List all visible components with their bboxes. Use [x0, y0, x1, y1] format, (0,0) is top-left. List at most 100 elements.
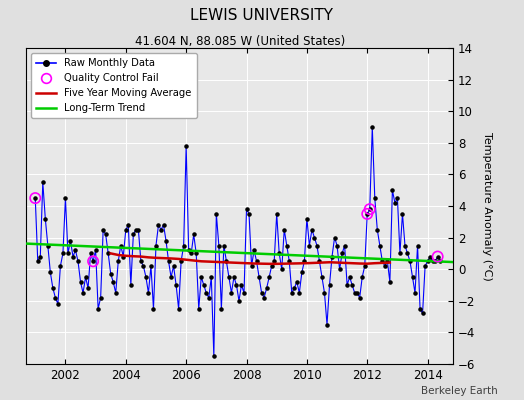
Point	[338, 250, 346, 257]
Point	[104, 250, 112, 257]
Point	[429, 258, 437, 264]
Point	[333, 242, 341, 249]
Point	[267, 263, 276, 269]
Point	[235, 298, 243, 304]
Point	[84, 285, 92, 291]
Point	[204, 294, 213, 301]
Point	[99, 226, 107, 233]
Point	[49, 285, 57, 291]
Point	[401, 242, 409, 249]
Point	[351, 290, 359, 296]
Point	[433, 253, 442, 260]
Point	[278, 266, 286, 272]
Point	[358, 274, 366, 280]
Point	[86, 250, 95, 257]
Point	[421, 263, 429, 269]
Point	[230, 274, 238, 280]
Point	[81, 274, 90, 280]
Point	[288, 290, 296, 296]
Point	[192, 250, 200, 257]
Point	[89, 258, 97, 264]
Point	[41, 216, 49, 222]
Legend: Raw Monthly Data, Quality Control Fail, Five Year Moving Average, Long-Term Tren: Raw Monthly Data, Quality Control Fail, …	[31, 53, 196, 118]
Point	[315, 258, 324, 264]
Point	[335, 266, 344, 272]
Point	[96, 294, 105, 301]
Point	[341, 242, 349, 249]
Point	[184, 247, 193, 254]
Point	[396, 250, 404, 257]
Point	[325, 282, 334, 288]
Point	[225, 274, 233, 280]
Point	[313, 242, 321, 249]
Point	[34, 258, 42, 264]
Point	[368, 124, 376, 130]
Title: 41.604 N, 88.085 W (United States): 41.604 N, 88.085 W (United States)	[135, 35, 345, 48]
Point	[51, 294, 60, 301]
Point	[43, 242, 52, 249]
Point	[348, 282, 356, 288]
Text: LEWIS UNIVERSITY: LEWIS UNIVERSITY	[191, 8, 333, 23]
Point	[370, 195, 379, 201]
Point	[242, 206, 250, 212]
Point	[411, 290, 419, 296]
Point	[240, 290, 248, 296]
Point	[182, 143, 190, 149]
Point	[250, 247, 258, 254]
Point	[292, 279, 301, 285]
Point	[318, 274, 326, 280]
Point	[237, 282, 246, 288]
Point	[285, 258, 293, 264]
Point	[124, 222, 133, 228]
Point	[255, 274, 263, 280]
Point	[353, 290, 362, 296]
Point	[144, 290, 152, 296]
Point	[272, 211, 281, 217]
Point	[177, 258, 185, 264]
Point	[300, 258, 309, 264]
Point	[386, 279, 394, 285]
Point	[232, 282, 241, 288]
Point	[220, 242, 228, 249]
Point	[141, 274, 150, 280]
Point	[172, 282, 180, 288]
Point	[102, 231, 110, 238]
Point	[388, 187, 397, 193]
Point	[46, 269, 54, 276]
Point	[423, 258, 432, 264]
Point	[197, 274, 205, 280]
Point	[187, 250, 195, 257]
Point	[363, 211, 372, 217]
Point	[391, 200, 399, 206]
Point	[59, 250, 67, 257]
Point	[114, 258, 123, 264]
Point	[433, 253, 442, 260]
Point	[71, 247, 80, 254]
Point	[154, 222, 162, 228]
Point	[200, 282, 208, 288]
Point	[383, 258, 391, 264]
Point	[270, 258, 278, 264]
Point	[159, 222, 168, 228]
Point	[376, 242, 384, 249]
Point	[406, 258, 414, 264]
Point	[305, 242, 313, 249]
Point	[179, 242, 188, 249]
Point	[378, 258, 387, 264]
Point	[398, 211, 407, 217]
Point	[426, 253, 434, 260]
Point	[403, 250, 412, 257]
Point	[245, 211, 253, 217]
Point	[330, 234, 339, 241]
Point	[64, 250, 72, 257]
Point	[320, 290, 329, 296]
Point	[247, 263, 256, 269]
Point	[207, 274, 215, 280]
Point	[190, 231, 198, 238]
Point	[112, 290, 120, 296]
Point	[77, 279, 85, 285]
Point	[217, 306, 225, 312]
Point	[74, 258, 82, 264]
Point	[366, 206, 374, 212]
Point	[162, 238, 170, 244]
